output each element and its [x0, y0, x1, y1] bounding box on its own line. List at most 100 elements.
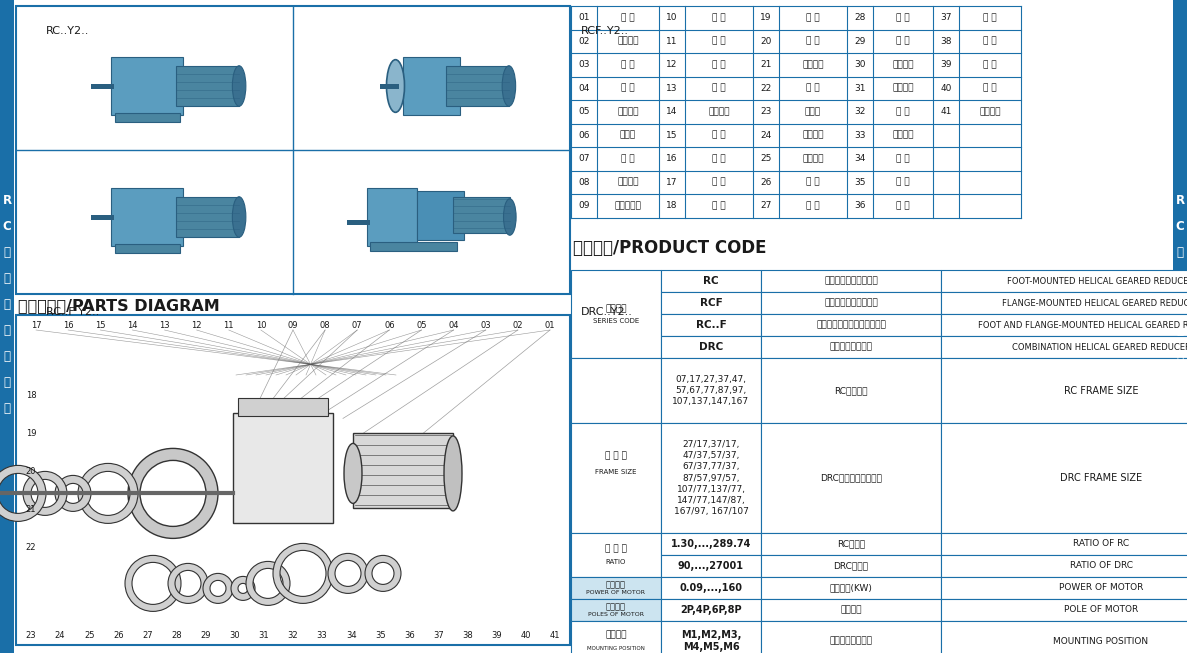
Bar	[661, 270, 761, 292]
Text: 部件分解图/PARTS DIAGRAM: 部件分解图/PARTS DIAGRAM	[18, 298, 220, 313]
Bar	[941, 314, 1187, 336]
Text: 平 键: 平 键	[712, 201, 725, 210]
Bar	[761, 292, 941, 314]
Text: 09: 09	[287, 321, 298, 330]
Text: 01: 01	[545, 321, 556, 330]
Text: 速: 速	[1176, 375, 1183, 389]
Text: 透气螺塞: 透气螺塞	[617, 37, 639, 46]
Bar	[761, 423, 941, 533]
Text: 15: 15	[666, 131, 678, 140]
Text: RC..F: RC..F	[696, 320, 726, 330]
Text: 油 封: 油 封	[806, 84, 820, 93]
Text: MOUNTING POSITION: MOUNTING POSITION	[1053, 637, 1149, 646]
Text: 电机极数: 电机极数	[840, 605, 862, 614]
Text: 硬: 硬	[4, 246, 11, 259]
Text: 平 键: 平 键	[896, 13, 909, 22]
Text: FLANGE-MOUNTED HELICAL GEARED REDUCER: FLANGE-MOUNTED HELICAL GEARED REDUCER	[1002, 298, 1187, 308]
Bar	[1173, 0, 1187, 653]
Text: 32: 32	[287, 631, 298, 639]
Text: 19: 19	[26, 428, 37, 438]
Text: 输出轴: 输出轴	[805, 107, 821, 116]
Text: 齿 轮: 齿 轮	[896, 37, 909, 46]
Text: 32: 32	[855, 107, 865, 116]
Text: 05: 05	[578, 107, 590, 116]
Bar	[761, 270, 941, 292]
Ellipse shape	[233, 66, 246, 106]
Text: 31: 31	[259, 631, 269, 639]
Ellipse shape	[233, 197, 246, 237]
Text: 轴 承: 轴 承	[712, 131, 725, 140]
Text: 圆: 圆	[4, 323, 11, 336]
Bar	[239, 398, 328, 417]
Text: 轴 承: 轴 承	[806, 13, 820, 22]
Text: 06: 06	[578, 131, 590, 140]
Text: 40: 40	[521, 631, 531, 639]
Text: 底脚安装斜齿轮减速机: 底脚安装斜齿轮减速机	[824, 276, 878, 285]
Text: 代号指示/PRODUCT CODE: 代号指示/PRODUCT CODE	[573, 239, 767, 257]
Text: RATIO OF RC: RATIO OF RC	[1073, 539, 1129, 549]
Text: 04: 04	[578, 84, 590, 93]
Bar	[15, 6, 570, 294]
Text: COMBINATION HELICAL GEARED REDUCER: COMBINATION HELICAL GEARED REDUCER	[1011, 343, 1187, 351]
Text: 箱 体: 箱 体	[712, 60, 725, 69]
Text: 16: 16	[666, 154, 678, 163]
Bar	[176, 197, 239, 237]
Text: 电 机: 电 机	[621, 13, 635, 22]
Text: 20: 20	[26, 466, 37, 475]
Bar	[661, 292, 761, 314]
Text: 10: 10	[255, 321, 266, 330]
Bar	[112, 188, 183, 246]
Text: 15: 15	[95, 321, 106, 330]
Text: 甩油盘: 甩油盘	[620, 131, 636, 140]
Text: 轴 承: 轴 承	[896, 107, 909, 116]
Text: 07: 07	[578, 154, 590, 163]
Bar	[661, 599, 761, 621]
Text: 机: 机	[4, 402, 11, 415]
Text: 28: 28	[855, 13, 865, 22]
Text: 35: 35	[375, 631, 386, 639]
Bar	[661, 314, 761, 336]
Text: 21: 21	[26, 505, 37, 513]
Text: 18: 18	[26, 390, 37, 400]
Text: 25: 25	[761, 154, 772, 163]
Text: 轴 承: 轴 承	[806, 178, 820, 187]
Text: POWER OF MOTOR: POWER OF MOTOR	[586, 590, 646, 596]
Text: 底脚及法兰安装斜齿轮减速机: 底脚及法兰安装斜齿轮减速机	[817, 321, 886, 330]
Text: 14: 14	[666, 107, 678, 116]
Text: 30: 30	[229, 631, 240, 639]
Text: 04: 04	[449, 321, 459, 330]
Bar	[233, 413, 334, 524]
Text: 07: 07	[351, 321, 362, 330]
Text: 27: 27	[142, 631, 153, 639]
Text: 轴用挡圈: 轴用挡圈	[979, 107, 1001, 116]
Text: 轴 齿: 轴 齿	[806, 201, 820, 210]
Text: 齿 轮: 齿 轮	[621, 154, 635, 163]
Bar	[941, 423, 1187, 533]
Text: RC: RC	[703, 276, 719, 286]
Bar	[761, 599, 941, 621]
Text: 26: 26	[761, 178, 772, 187]
Text: 轴 承: 轴 承	[896, 201, 909, 210]
Bar	[176, 66, 239, 106]
Text: 02: 02	[513, 321, 523, 330]
Text: 09: 09	[578, 201, 590, 210]
Bar	[571, 358, 661, 423]
Text: RC减速比: RC减速比	[837, 539, 865, 549]
Text: 电机极数: 电机极数	[607, 602, 626, 611]
Text: 14: 14	[127, 321, 138, 330]
Text: 安装方位: 安装方位	[605, 631, 627, 639]
Text: 减: 减	[1176, 349, 1183, 362]
Text: 面: 面	[1176, 298, 1183, 310]
Text: RATIO OF DRC: RATIO OF DRC	[1069, 562, 1132, 571]
Text: 0.09,...,160: 0.09,...,160	[679, 583, 743, 593]
Bar	[761, 621, 941, 653]
Text: 齿: 齿	[4, 272, 11, 285]
Text: 39: 39	[940, 60, 952, 69]
Bar	[571, 270, 661, 358]
Bar	[941, 270, 1187, 292]
Text: 16: 16	[63, 321, 74, 330]
Text: 18: 18	[666, 201, 678, 210]
Text: 电机功率(KW): 电机功率(KW)	[830, 584, 872, 592]
Text: 传 动 比: 传 动 比	[605, 544, 627, 553]
Text: FOOT-MOUNTED HELICAL GEARED REDUCER: FOOT-MOUNTED HELICAL GEARED REDUCER	[1008, 276, 1187, 285]
